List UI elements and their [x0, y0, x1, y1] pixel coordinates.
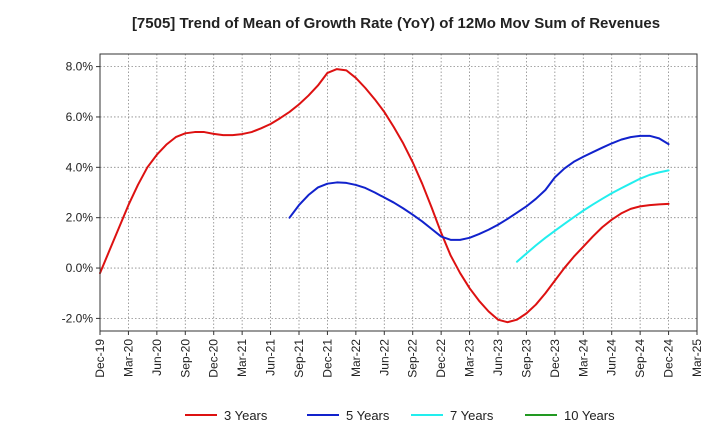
y-tick-label: 8.0% — [66, 60, 94, 74]
x-tick-label: Sep-22 — [406, 339, 420, 378]
series-lines — [99, 68, 670, 324]
series-line-7-years — [515, 169, 670, 263]
y-tick-label: 0.0% — [66, 261, 94, 275]
x-tick-label: Jun-23 — [491, 339, 505, 376]
x-tick-label: Mar-23 — [463, 339, 477, 377]
x-axis: Dec-19 Mar-20 Jun-20 Sep-20 Dec-20 Mar-21 Jun-… — [93, 331, 704, 378]
x-tick-label: Mar-21 — [235, 339, 249, 377]
x-tick-label: Jun-24 — [605, 339, 619, 376]
chart-title: [7505] Trend of Mean of Growth Rate (YoY… — [132, 15, 660, 32]
x-tick-label: Mar-20 — [121, 339, 135, 377]
x-tick-label: Jun-22 — [377, 339, 391, 376]
legend: 3 Years 5 Years 7 Years 10 Years — [185, 408, 615, 423]
plot-area-background — [100, 54, 697, 331]
x-tick-label: Jun-20 — [150, 339, 164, 376]
plot-area — [100, 54, 697, 331]
x-tick-label: Dec-24 — [662, 339, 676, 378]
y-tick-label: 2.0% — [66, 211, 94, 225]
series-line-5-years — [288, 134, 670, 241]
x-tick-label: Dec-20 — [207, 339, 221, 378]
x-tick-label: Mar-22 — [349, 339, 363, 377]
y-tick-label: -2.0% — [62, 311, 94, 325]
legend-label-5-years: 5 Years — [346, 408, 390, 423]
x-tick-label: Jun-21 — [264, 339, 278, 376]
y-tick-label: 4.0% — [66, 160, 94, 174]
legend-label-7-years: 7 Years — [450, 408, 494, 423]
x-tick-label: Dec-23 — [548, 339, 562, 378]
legend-label-10-years: 10 Years — [564, 408, 615, 423]
x-tick-label: Mar-24 — [576, 339, 590, 377]
legend-label-3-years: 3 Years — [224, 408, 268, 423]
x-tick-label: Sep-21 — [292, 339, 306, 378]
x-tick-label: Sep-23 — [519, 339, 533, 378]
y-tick-label: 6.0% — [66, 110, 94, 124]
x-tick-label: Sep-20 — [178, 339, 192, 378]
x-tick-label: Dec-22 — [434, 339, 448, 378]
series-line-3-years — [99, 68, 670, 324]
y-axis: 8.0% 6.0% 4.0% 2.0% 0.0% -2.0% — [62, 60, 100, 325]
x-tick-label: Sep-24 — [633, 339, 647, 378]
x-tick-label: Mar-25 — [690, 339, 704, 377]
x-tick-label: Dec-21 — [320, 339, 334, 378]
plot-area-border — [99, 53, 698, 332]
x-tick-label: Dec-19 — [93, 339, 107, 378]
